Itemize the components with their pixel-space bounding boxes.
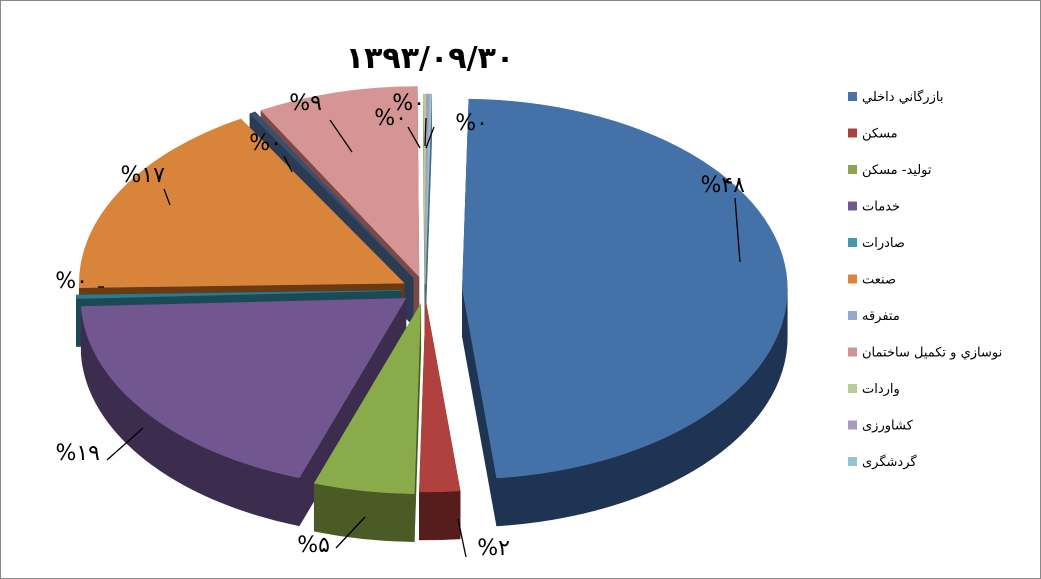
legend-label-6: متفرقه [862,309,900,324]
legend-label-0: بازرگاني داخلي [862,89,943,105]
slice-1-label: %۲ [477,536,510,561]
legend-label-9: كشاورزی [862,419,914,434]
pie-slices [76,86,788,542]
slice-7-label: %۹ [289,91,322,116]
slice-7-leader-line [329,119,353,153]
legend-swatch-4 [848,238,857,247]
legend-label-1: مسكن [862,127,898,142]
legend-swatch-8 [848,384,857,393]
legend-label-5: صنعت [862,273,896,288]
slice-10-top [424,93,432,285]
slice-3-label: %۱۹ [55,441,100,466]
slice-0-label: %۴۸ [700,173,745,198]
chart-title: ۱۳۹۳/۰۹/۳۰ [346,41,514,76]
legend-label-8: واردات [862,382,900,397]
legend: بازرگاني داخلي مسكن توليد- مسكن خدمات صادرات… [848,89,1002,470]
slice-8-label: %۰ [374,106,407,131]
legend-swatch-5 [848,274,857,284]
slice-4-top [76,290,402,299]
slice-6-leader-line [283,155,293,173]
legend-swatch-9 [848,420,857,430]
legend-swatch-7 [848,347,857,357]
slice-3-leader-line [106,427,144,461]
legend-swatch-1 [848,128,857,138]
pie-labels: %۴۸%۲%۵%۱۹%۰%۱۷%۰%۹%۰%۰%۰ [55,91,745,561]
slice-9-label: %۰ [392,91,425,116]
slice-9-leader-line [424,117,427,147]
legend-label-3: خدمات [862,200,900,215]
slice-5-label: %۱۷ [120,163,165,188]
slice-0-top [462,98,788,479]
slice-8-leader-line [407,126,421,149]
legend-swatch-0 [848,92,857,101]
slice-0-leader-line [734,197,741,263]
slice-2-leader-line [335,516,366,549]
slice-10-label: %۰ [455,111,488,136]
slice-1-top [419,301,461,493]
legend-label-4: صادرات [862,236,905,251]
legend-label-10: گردشگری [862,454,917,470]
slice-2-top [313,303,422,494]
legend-swatch-2 [848,165,857,174]
slice-6-label: %۰ [249,131,282,156]
legend-label-7: نوسازي و تكميل ساختمان [862,346,1002,361]
legend-label-2: توليد- مسكن [862,163,932,178]
slice-7-top [260,86,420,278]
slice-10-leader-line [425,126,435,149]
slice-2-label: %۵ [297,533,330,558]
slice-3-top [80,298,407,479]
slice-5-leader-line [163,188,171,206]
legend-swatch-6 [848,311,857,320]
slice-1-leader-line [457,518,467,558]
legend-swatch-10 [848,457,857,466]
slice-6-top [249,111,414,279]
legend-swatch-3 [848,201,857,211]
slice-5-top [79,118,405,288]
slice-4-label: %۰ [55,269,88,294]
